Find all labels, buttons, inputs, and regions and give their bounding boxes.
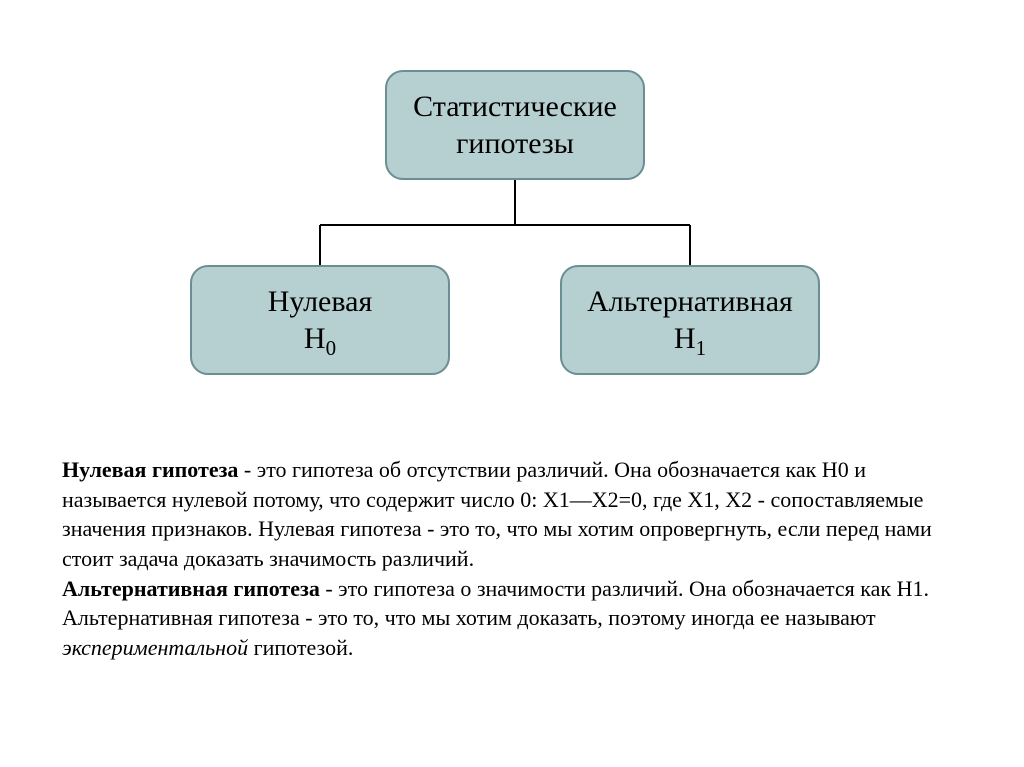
child-null-line1: Нулевая [268,283,373,321]
child-null-sub: 0 [326,336,337,360]
child-alt-line1: Альтернативная [587,283,793,321]
alt-hypothesis-body-2: гипотезой. [248,635,353,660]
child-null-base: H [304,322,326,355]
hypothesis-tree-diagram: Статистические гипотезы Нулевая H0 Альте… [0,0,1024,420]
root-line2: гипотезы [456,125,574,163]
alt-hypothesis-italic: экспериментальной [62,635,248,660]
child-alt-sub: 1 [696,336,707,360]
child-alt-line2: H1 [674,320,706,358]
child-null-line2: H0 [304,320,336,358]
connector-lines [0,0,1024,420]
root-node: Статистические гипотезы [385,70,645,180]
description-text: Нулевая гипотеза - это гипотеза об отсут… [62,455,962,663]
child-node-alt: Альтернативная H1 [560,265,820,375]
alt-hypothesis-title: Альтернативная гипотеза [62,576,320,601]
child-alt-base: H [674,322,696,355]
root-line1: Статистические [413,88,617,126]
child-node-null: Нулевая H0 [190,265,450,375]
null-hypothesis-title: Нулевая гипотеза [62,457,238,482]
